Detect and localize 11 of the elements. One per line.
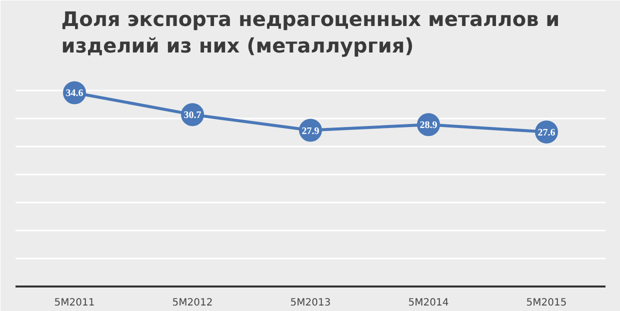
x-tick-label: 5M2015	[526, 298, 567, 308]
data-label: 27.9	[302, 126, 320, 137]
x-tick-label: 5M2011	[54, 298, 95, 308]
data-label: 28.9	[420, 120, 438, 132]
data-label: 27.6	[538, 127, 556, 138]
chart-title: Доля экспорта недрагоценных металлов и изделий из них (металлургия)	[61, 7, 560, 58]
x-tick-label: 5M2012	[172, 298, 213, 308]
data-label: 30.7	[184, 110, 202, 122]
x-tick-label: 5M2014	[408, 298, 449, 308]
data-label: 34.6	[66, 88, 84, 100]
x-tick-label: 5M2013	[290, 298, 331, 308]
